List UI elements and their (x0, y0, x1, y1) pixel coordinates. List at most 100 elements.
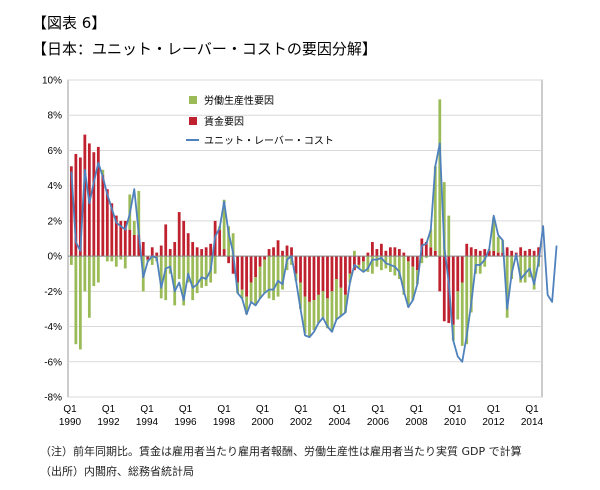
wage-bar (195, 247, 199, 257)
wage-bar (339, 256, 343, 288)
wage-bar (312, 256, 316, 301)
x-tick-quarter: Q1 (63, 404, 77, 415)
productivity-bar (92, 256, 96, 287)
productivity-bar (267, 256, 271, 299)
wage-bar (353, 256, 356, 271)
y-tick-label: 10% (42, 76, 62, 87)
wage-bar (532, 250, 536, 257)
productivity-bar (321, 291, 325, 318)
wage-bar (231, 256, 235, 274)
wage-bar (240, 256, 244, 290)
wage-bar (393, 247, 397, 257)
productivity-bar (339, 287, 343, 316)
title-block: 【図表 6】 【日本：ユニット・レーバー・コストの要因分解】 (32, 10, 572, 62)
wage-bar (132, 234, 136, 257)
wage-bar (348, 256, 352, 274)
wage-bar (123, 220, 127, 257)
productivity-bar (263, 259, 266, 294)
productivity-bar (222, 199, 226, 250)
productivity-bar (87, 256, 91, 318)
productivity-bar (123, 256, 127, 269)
wage-bar (281, 250, 284, 257)
wage-bar (326, 256, 329, 299)
productivity-bar (74, 256, 78, 345)
wage-bar (465, 243, 469, 257)
wage-bar (173, 242, 177, 257)
wage-bar (501, 252, 505, 257)
y-tick-label: 4% (48, 181, 63, 192)
productivity-bar (258, 266, 262, 299)
x-tick-quarter: Q1 (140, 404, 154, 415)
wage-bar (415, 256, 419, 271)
wage-bar (294, 256, 298, 274)
productivity-bar (510, 256, 514, 280)
wage-bar (528, 249, 532, 257)
x-tick-quarter: Q1 (294, 404, 308, 415)
wage-bar (69, 166, 73, 257)
productivity-bar (119, 256, 123, 260)
legend: 労働生産性要因 賃金要因 ユニット・レーバー・コスト (186, 94, 334, 147)
x-tick-year: 1992 (97, 417, 120, 428)
x-tick-quarter: Q1 (102, 404, 116, 415)
legend-swatch-wage (189, 117, 197, 125)
wage-bar (460, 256, 464, 283)
wage-bar (159, 245, 163, 257)
productivity-bar (402, 256, 406, 295)
x-tick-year: 2006 (367, 417, 390, 428)
legend-label-ulc: ユニット・レーバー・コスト (204, 135, 334, 147)
wage-bar (474, 249, 478, 257)
wage-bar (146, 256, 150, 260)
productivity-bar (429, 229, 433, 248)
wage-bar (537, 247, 541, 257)
x-tick: Q1 2004 (328, 404, 351, 428)
y-tick-label: 8% (48, 111, 63, 122)
productivity-bar (249, 282, 253, 302)
wage-bar (384, 250, 388, 257)
wage-bar (424, 242, 428, 257)
wage-bar (128, 229, 132, 257)
productivity-bar (335, 279, 338, 320)
productivity-bar (438, 99, 442, 257)
x-tick-year: 2012 (482, 417, 505, 428)
y-tick-label: -4% (44, 322, 62, 333)
wage-bar (222, 249, 226, 257)
x-tick-quarter: Q1 (371, 404, 385, 415)
wage-bar (487, 250, 491, 257)
chart-title: 【日本：ユニット・レーバー・コストの要因分解】 (32, 40, 377, 58)
wage-bar (74, 153, 78, 257)
wage-bar (330, 256, 334, 292)
productivity-bar (114, 256, 118, 267)
wage-bar (362, 256, 365, 262)
wage-bar (285, 245, 289, 257)
x-tick: Q1 2002 (290, 404, 313, 428)
wage-bar (249, 256, 253, 283)
wage-bar (406, 256, 410, 262)
wage-bar (388, 247, 392, 257)
legend-label-productivity: 労働生産性要因 (204, 94, 274, 107)
productivity-bar (164, 256, 168, 301)
wage-bar (218, 229, 222, 257)
ulc-line (70, 142, 558, 363)
productivity-bar (505, 256, 509, 318)
wage-bar (510, 250, 514, 257)
wage-bar (150, 247, 154, 257)
x-tick: Q1 1992 (97, 404, 120, 428)
wage-bar (397, 249, 401, 257)
productivity-bar (83, 256, 87, 292)
wage-bar (200, 249, 204, 257)
wage-bar (357, 256, 361, 265)
x-tick-year: 2014 (521, 417, 544, 428)
footnote-source: （出所）内閣府、総務省統計局 (40, 465, 194, 478)
y-tick-label: 6% (48, 146, 63, 157)
productivity-bar (281, 256, 284, 290)
productivity-bar (424, 256, 428, 258)
x-tick-quarter: Q1 (410, 404, 424, 415)
productivity-bar (272, 256, 275, 301)
footnote-note: （注）前年同期比。賃金は雇用者当たり雇用者報酬、労働生産性は雇用者当たり実質 G… (40, 445, 522, 458)
productivity-bar (492, 217, 496, 251)
x-tick: Q1 2010 (444, 404, 467, 428)
x-tick-quarter: Q1 (487, 404, 501, 415)
wage-bar (492, 250, 496, 257)
productivity-bar (69, 256, 73, 265)
